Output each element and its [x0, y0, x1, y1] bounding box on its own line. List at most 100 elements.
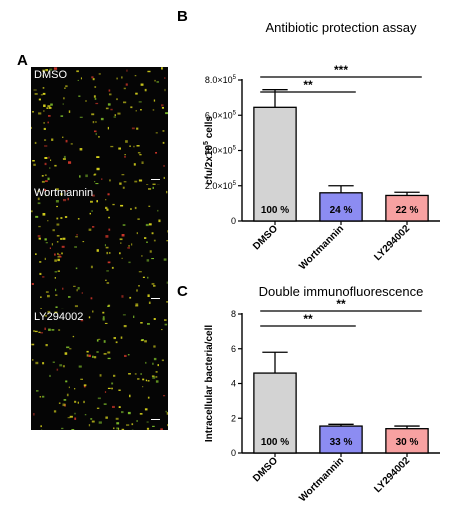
bacteria-dot [84, 414, 87, 416]
bacteria-dot [38, 98, 41, 101]
bacteria-dot [32, 359, 34, 361]
bacteria-dot [144, 408, 148, 411]
bacteria-dot [121, 428, 125, 430]
bacteria-dot [131, 127, 135, 130]
bacteria-dot [48, 115, 51, 117]
bacteria-dot [101, 178, 103, 180]
bacteria-dot [167, 230, 168, 233]
bacteria-dot [128, 373, 131, 375]
bacteria-dot [118, 389, 121, 391]
bacteria-dot [74, 246, 77, 248]
bacteria-dot [51, 329, 55, 331]
bacteria-dot [43, 127, 46, 130]
bacteria-dot [91, 210, 93, 212]
bacteria-dot [63, 97, 65, 100]
bacteria-dot [131, 243, 133, 246]
bacteria-dot [45, 344, 48, 347]
y-tick-label: 4 [231, 379, 236, 389]
bacteria-dot [139, 154, 142, 156]
bacteria-dot [113, 116, 116, 118]
y-tick-label: 6 [231, 344, 236, 354]
bacteria-dot [41, 180, 45, 183]
bacteria-dot [92, 355, 94, 358]
bacteria-dot [67, 417, 71, 419]
fluorescence-dots [31, 186, 168, 309]
bacteria-dot [123, 325, 127, 328]
bacteria-dot [155, 371, 158, 373]
bacteria-dot [106, 282, 110, 284]
bacteria-dot [161, 359, 164, 362]
bacteria-dot [121, 295, 124, 298]
bacteria-dot [31, 283, 34, 285]
bacteria-dot [55, 200, 59, 203]
bacteria-dot [135, 110, 137, 112]
bacteria-dot [80, 77, 82, 80]
bacteria-dot [90, 297, 93, 300]
bacteria-dot [52, 361, 55, 363]
bacteria-dot [148, 205, 151, 207]
bacteria-dot [88, 354, 91, 357]
bacteria-dot [135, 303, 139, 306]
bacteria-dot [148, 223, 152, 226]
bacteria-dot [44, 189, 46, 191]
bacteria-dot [44, 314, 47, 317]
bacteria-dot [91, 420, 95, 423]
bacteria-dot [92, 194, 95, 197]
bacteria-dot [152, 376, 156, 379]
bacteria-dot [91, 113, 95, 116]
y-tick-label: 2 [231, 413, 236, 423]
bacteria-dot [62, 403, 66, 407]
bacteria-dot [138, 179, 143, 182]
bacteria-dot [164, 323, 168, 326]
bacteria-dot [136, 232, 138, 235]
bacteria-dot [80, 378, 83, 380]
bacteria-dot [102, 316, 105, 319]
bacteria-dot [45, 291, 49, 293]
bacteria-dot [43, 104, 46, 107]
bacteria-dot [55, 188, 59, 191]
bacteria-dot [134, 75, 137, 77]
bacteria-dot [134, 373, 137, 375]
bacteria-dot [145, 379, 147, 382]
bacteria-dot [47, 310, 51, 314]
bacteria-dot [48, 328, 51, 331]
micrograph-label-ly294002: LY294002 [34, 311, 84, 323]
bacteria-dot [31, 343, 35, 346]
bacteria-dot [123, 181, 127, 183]
bacteria-dot [166, 412, 168, 415]
bacteria-dot [88, 228, 92, 231]
bacteria-dot [146, 421, 149, 423]
micrograph-wortmannin: Wortmannin [31, 185, 168, 309]
scale-bar [151, 419, 160, 420]
bacteria-dot [39, 261, 42, 263]
bacteria-dot [128, 245, 130, 247]
bar-percent-label: 24 % [330, 205, 353, 216]
bacteria-dot [54, 271, 58, 273]
bacteria-dot [106, 270, 109, 272]
bacteria-dot [58, 254, 61, 256]
bacteria-dot [145, 223, 149, 227]
bacteria-dot [164, 88, 166, 92]
bacteria-dot [129, 394, 131, 398]
bacteria-dot [147, 323, 150, 325]
bacteria-dot [68, 386, 70, 389]
bacteria-dot [107, 193, 110, 196]
bacteria-dot [142, 276, 145, 278]
bacteria-dot [90, 200, 93, 203]
chart-title: Antibiotic protection assay [265, 20, 417, 35]
bacteria-dot [147, 396, 150, 399]
bacteria-dot [64, 352, 68, 355]
bacteria-dot [125, 83, 128, 86]
bacteria-dot [77, 287, 80, 290]
bacteria-dot [44, 174, 47, 176]
bacteria-dot [79, 148, 83, 151]
bacteria-dot [57, 270, 60, 272]
bacteria-dot [125, 140, 128, 143]
bacteria-dot [147, 380, 150, 382]
bacteria-dot [136, 420, 138, 422]
bacteria-dot [137, 152, 141, 154]
bacteria-dot [98, 73, 101, 75]
bacteria-dot [68, 110, 71, 113]
bacteria-dot [47, 177, 50, 181]
bacteria-dot [42, 87, 45, 89]
